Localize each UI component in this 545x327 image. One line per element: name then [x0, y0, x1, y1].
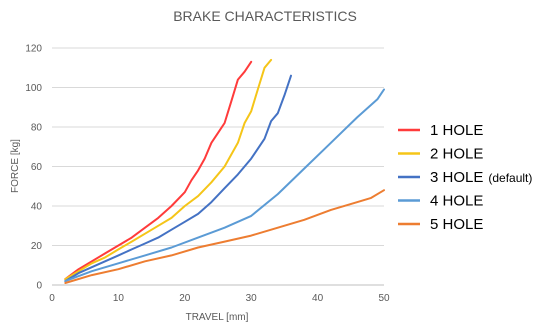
- legend-name-5-hole: 5 HOLE: [430, 216, 483, 233]
- chart-title: BRAKE CHARACTERISTICS: [173, 8, 357, 24]
- legend-name-2-hole: 2 HOLE: [430, 146, 483, 163]
- legend-name-3-hole: 3 HOLE: [430, 169, 483, 186]
- legend-label-1-hole: 1 HOLE: [430, 122, 483, 139]
- series-line-2-hole: [64, 58, 273, 281]
- legend-label-5-hole: 5 HOLE: [430, 216, 483, 233]
- y-tick-0: 0: [36, 281, 42, 292]
- legend-label-2-hole: 2 HOLE: [430, 146, 483, 163]
- y-tick-100: 100: [25, 83, 42, 94]
- legend: 1 HOLE 2 HOLE 3 HOLE (default) 4 HOLE 5 HOLE: [398, 122, 532, 233]
- gridlines: [52, 47, 384, 286]
- series-line-1-hole: [64, 60, 253, 281]
- series-line-4-hole: [64, 88, 385, 283]
- series-line-3-hole: [64, 74, 292, 283]
- legend-label-4-hole: 4 HOLE: [430, 193, 483, 210]
- legend-note-3-hole: (default): [488, 171, 532, 185]
- y-tick-40: 40: [31, 202, 43, 213]
- legend-name-1-hole: 1 HOLE: [430, 122, 483, 139]
- series-line-5-hole: [64, 189, 385, 284]
- x-tick-50: 50: [378, 293, 390, 304]
- y-tick-60: 60: [31, 162, 43, 173]
- x-axis-title: TRAVEL [mm]: [186, 312, 249, 323]
- x-tick-40: 40: [312, 293, 324, 304]
- x-tick-labels: 0 10 20 30 40 50: [49, 293, 390, 304]
- y-tick-20: 20: [31, 241, 43, 252]
- y-axis-title: FORCE [kg]: [10, 139, 21, 193]
- y-tick-labels: 0 20 40 60 80 100 120: [25, 44, 42, 292]
- x-tick-10: 10: [113, 293, 125, 304]
- legend-label-3-hole: 3 HOLE (default): [430, 169, 532, 186]
- y-tick-120: 120: [25, 44, 42, 55]
- series-lines: [64, 58, 385, 284]
- legend-name-4-hole: 4 HOLE: [430, 193, 483, 210]
- y-tick-80: 80: [31, 123, 43, 134]
- x-tick-30: 30: [246, 293, 258, 304]
- x-tick-0: 0: [49, 293, 55, 304]
- x-tick-20: 20: [179, 293, 191, 304]
